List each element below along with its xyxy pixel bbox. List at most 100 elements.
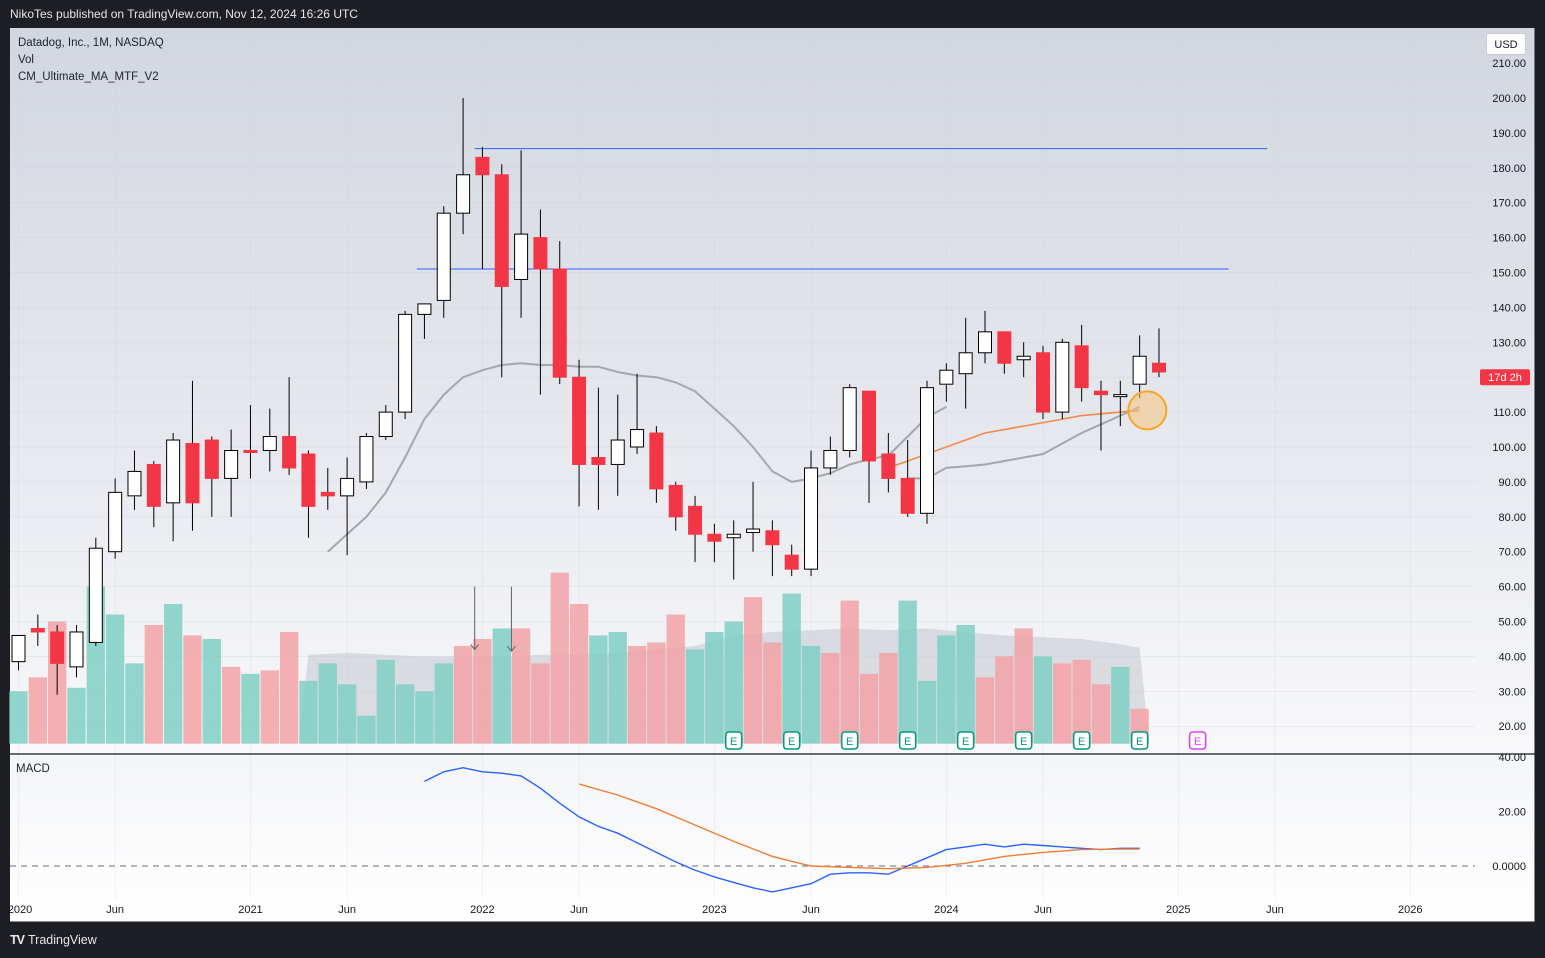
macd-axis: 40.00 20.00 0.0000 <box>1492 752 1526 873</box>
grid-lines <box>10 28 1475 900</box>
volume-bar <box>1053 663 1072 744</box>
candle-body <box>514 233 529 280</box>
candle-body <box>50 631 65 664</box>
candle-body <box>978 331 992 354</box>
candle <box>436 206 451 318</box>
volume-bar <box>956 624 975 744</box>
candle <box>320 467 335 510</box>
volume-bar <box>608 631 627 744</box>
volume-arrow-head <box>507 645 516 652</box>
publish-bar: NikoTes published on TradingView.com, No… <box>0 0 1545 28</box>
candle-body <box>630 429 645 448</box>
candle <box>688 495 703 563</box>
volume-bar <box>241 673 260 744</box>
candle-body <box>243 449 258 453</box>
macd-pane[interactable] <box>10 756 1535 922</box>
earnings-marker-label: E <box>904 736 911 748</box>
price-badge-label: 17d 2h <box>1488 372 1522 384</box>
candle-body <box>939 369 954 385</box>
candle-body <box>1055 341 1070 413</box>
tradingview-logo[interactable]: TV TradingView <box>10 933 97 947</box>
candle-body <box>88 547 103 643</box>
tradingview-brand: TradingView <box>27 933 97 947</box>
tradingview-logo-icon: TV <box>10 933 25 947</box>
earnings-marker-label: E <box>730 736 737 748</box>
price-tick-label: 150.00 <box>1492 268 1526 280</box>
candle <box>823 436 838 475</box>
macd-line <box>424 766 1140 893</box>
volume-bar <box>415 691 434 744</box>
volume-bar <box>67 687 86 744</box>
candle <box>649 426 664 503</box>
macd-tick-label: 0.0000 <box>1492 861 1526 873</box>
volume-bar <box>163 604 183 744</box>
candle <box>1132 335 1147 399</box>
volume-bar <box>28 677 47 744</box>
volume-bar <box>782 593 801 744</box>
candle-body <box>398 313 413 413</box>
volume-bar <box>1091 684 1111 744</box>
currency-button[interactable]: USD <box>1486 33 1526 55</box>
volume-bar <box>743 597 763 744</box>
candle-body <box>804 467 819 570</box>
volume-bar <box>183 635 202 744</box>
candle <box>707 523 722 563</box>
candle-body <box>823 449 838 469</box>
volume-bar <box>376 659 395 744</box>
candle-body <box>1132 355 1147 385</box>
candle-body <box>552 268 567 378</box>
chart-legend: Datadog, Inc., 1M, NASDAQ Vol CM_Ultimat… <box>18 35 164 86</box>
volume-bar <box>1033 656 1053 744</box>
candle <box>340 457 355 556</box>
earnings-marker <box>1072 731 1091 750</box>
candle-body <box>11 634 26 663</box>
candle <box>69 624 84 678</box>
volume-bar <box>511 628 531 744</box>
candle <box>668 481 683 531</box>
candle <box>1093 380 1108 451</box>
earnings-marker <box>724 731 743 750</box>
volume-bar <box>299 680 318 744</box>
candle <box>1035 345 1050 420</box>
candle <box>108 478 123 559</box>
candle-body <box>958 352 973 375</box>
volume-bar <box>337 684 357 744</box>
earnings-marker-label: E <box>1136 736 1143 748</box>
volume-indicator-label[interactable]: Vol <box>18 54 34 66</box>
volume-bar <box>569 604 589 744</box>
price-tick-label: 190.00 <box>1492 128 1526 140</box>
candle <box>881 433 896 493</box>
earnings-marker <box>956 731 975 750</box>
candle-body <box>997 331 1012 364</box>
candle-body <box>417 303 432 315</box>
candle <box>630 373 645 454</box>
earnings-marker-upcoming <box>1188 731 1207 750</box>
candle <box>359 433 374 489</box>
volume-bar <box>937 635 956 744</box>
volume-bar <box>395 684 415 744</box>
volume-bar <box>492 628 511 744</box>
candle-body <box>1093 390 1108 396</box>
ma-indicator-label[interactable]: CM_Ultimate_MA_MTF_V2 <box>18 71 159 83</box>
candle <box>862 390 877 503</box>
volume-bar <box>627 645 647 744</box>
candle-body <box>668 484 683 518</box>
candle-body <box>1016 355 1031 361</box>
candle <box>842 384 857 458</box>
symbol-title[interactable]: Datadog, Inc., 1M, NASDAQ <box>18 37 164 49</box>
volume-bar <box>9 691 28 744</box>
volume-bar <box>801 645 821 744</box>
candle-body <box>881 453 896 479</box>
macd-indicator-label[interactable]: MACD <box>16 763 50 775</box>
time-tick-label: Jun <box>570 904 588 916</box>
candle <box>11 634 26 671</box>
ma-gray-line-2 <box>907 405 1141 480</box>
volume-bar <box>589 635 608 744</box>
candle <box>417 303 432 339</box>
candle <box>746 481 761 552</box>
candle-body <box>475 156 490 176</box>
volume-bar <box>898 600 917 744</box>
volume-bar <box>144 624 163 744</box>
candle <box>127 450 142 510</box>
